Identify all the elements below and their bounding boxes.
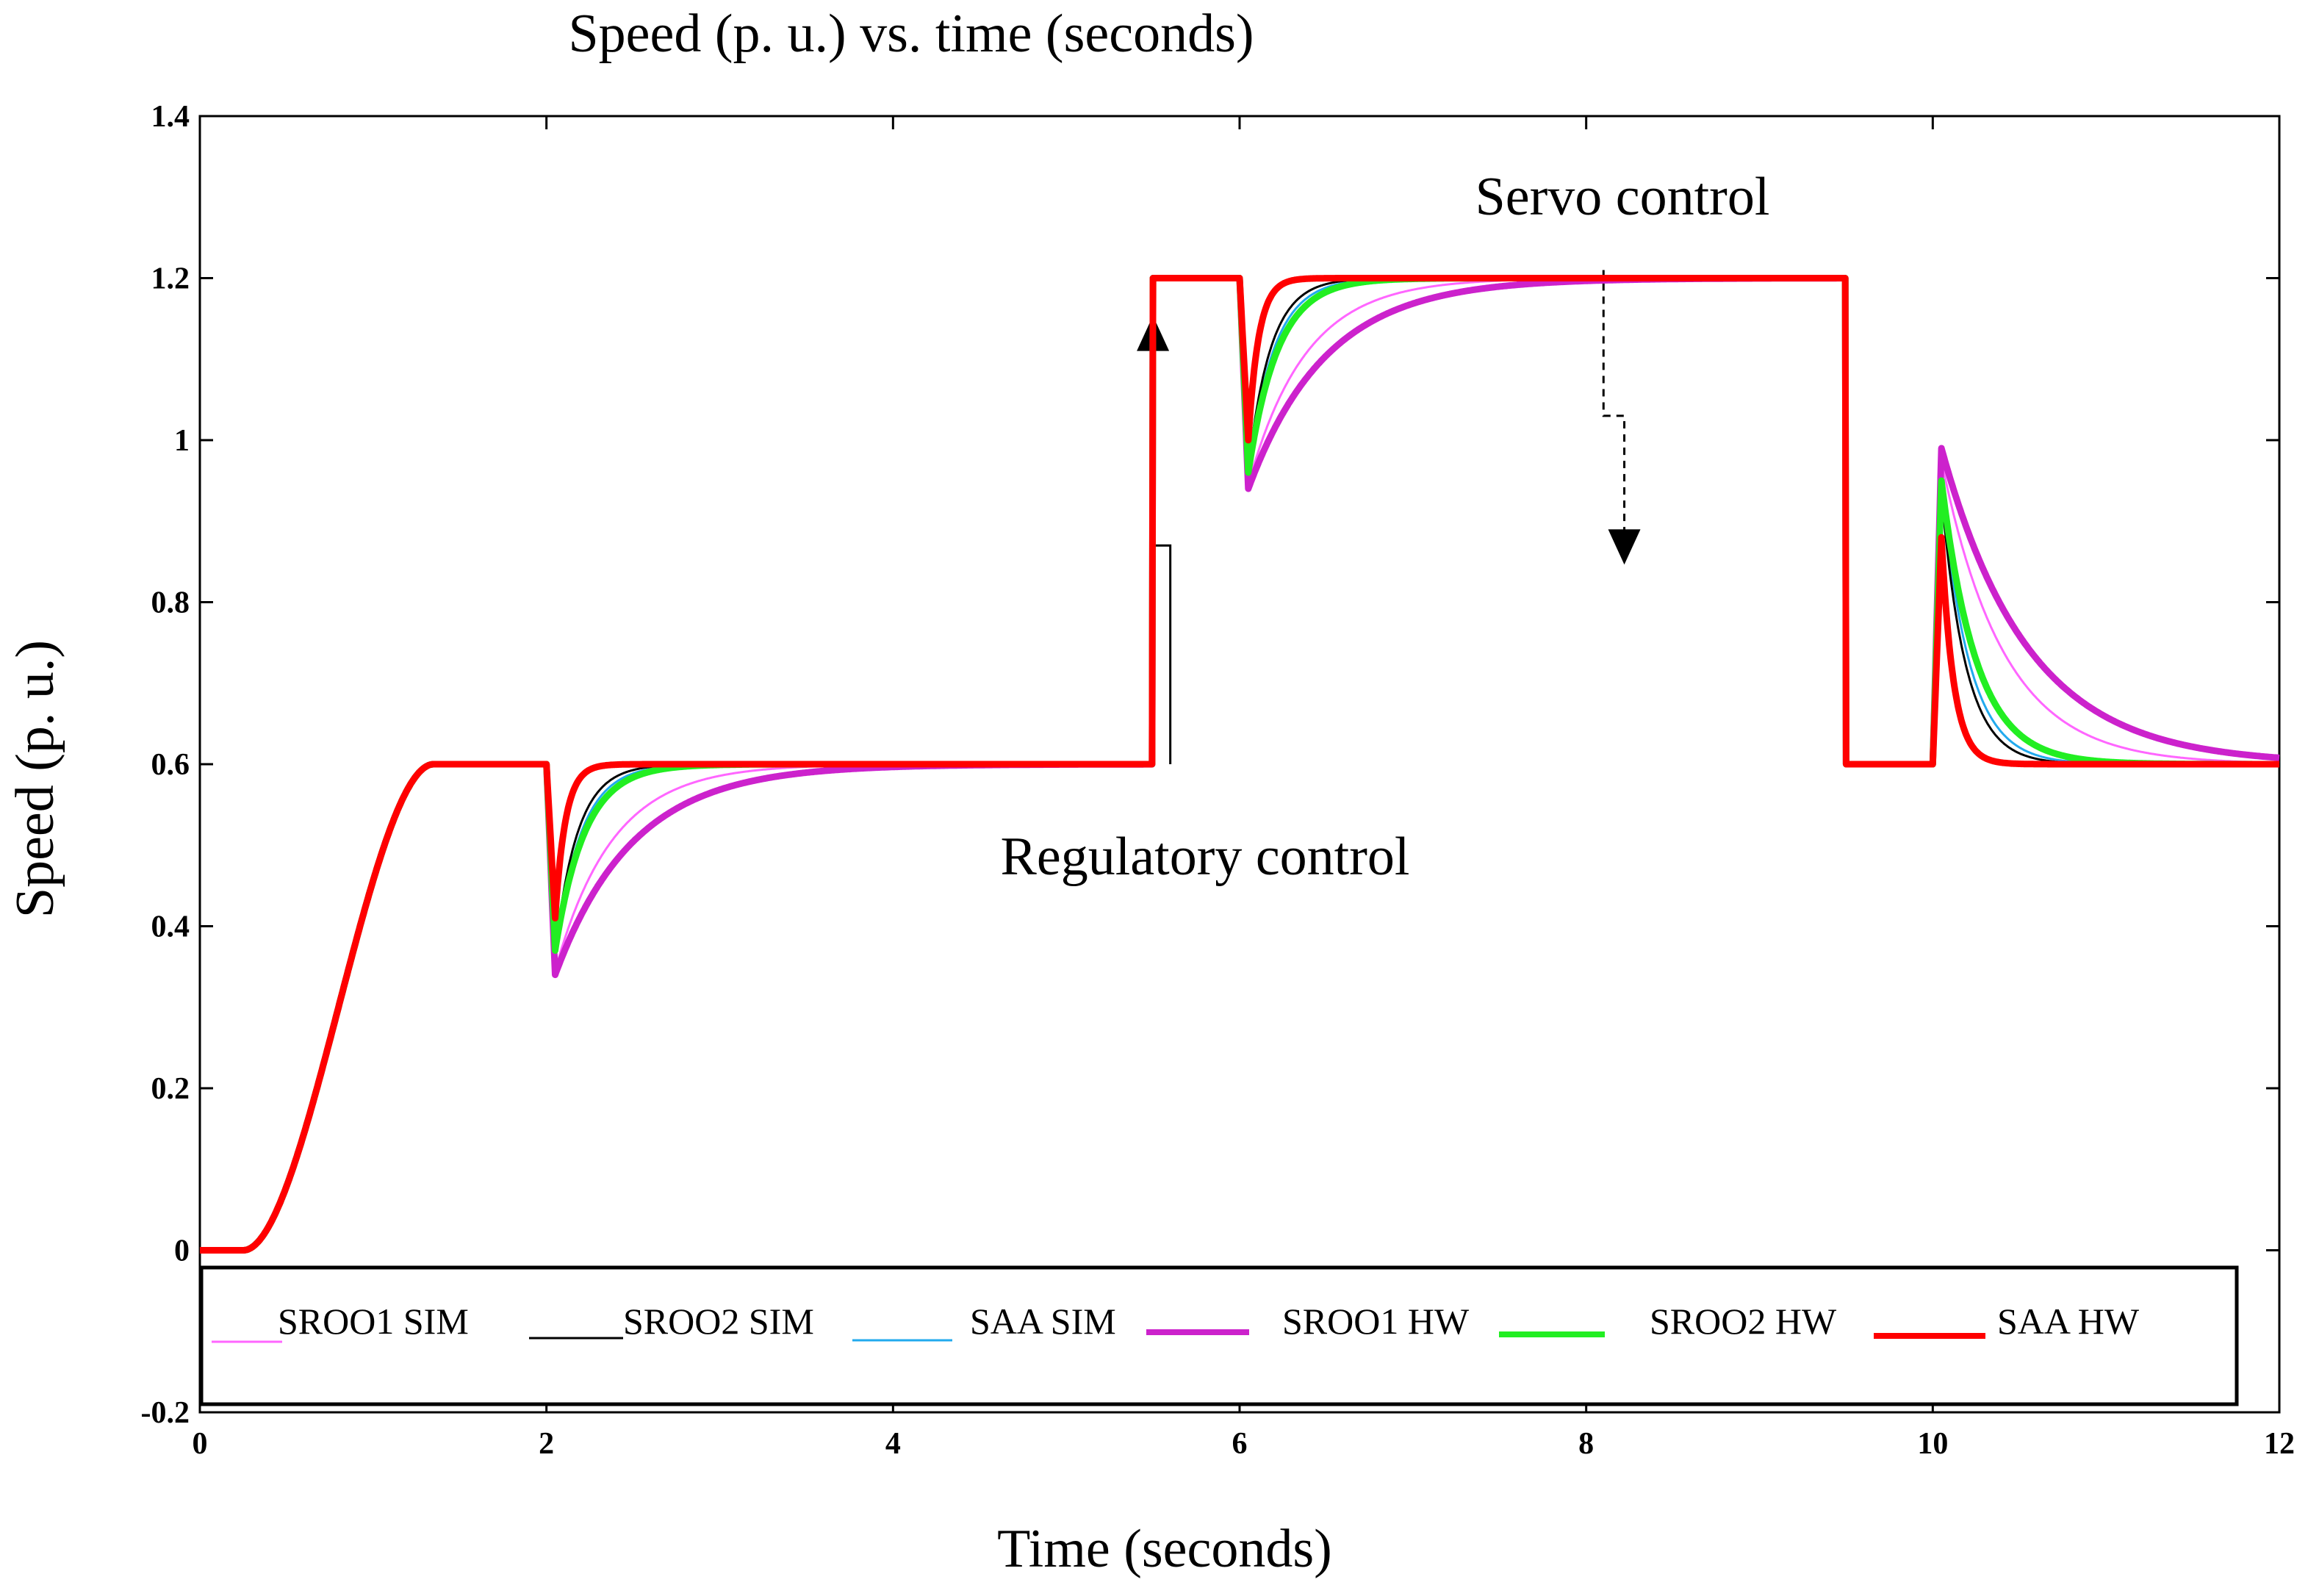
legend-label: SAA SIM <box>970 1301 1116 1342</box>
servo-arrow-head <box>1608 529 1641 565</box>
y-tick-label: -0.2 <box>141 1396 190 1430</box>
legend-label: SAA HW <box>1997 1301 2140 1342</box>
y-tick-label: 0.8 <box>151 586 190 620</box>
x-tick-label: 4 <box>885 1427 901 1461</box>
axis-ticks: 0 2 4 6 8 10 12-0.200.20.40.60.811.21.4 <box>141 100 2296 1461</box>
legend-label: SROO1 HW <box>1282 1301 1470 1342</box>
x-tick-label: 0 <box>193 1427 208 1461</box>
x-tick-label: 12 <box>2264 1427 2295 1461</box>
y-axis-label: Speed (p. u.) <box>5 640 65 918</box>
x-tick-label: 8 <box>1578 1427 1594 1461</box>
y-tick-label: 0.6 <box>151 748 190 782</box>
y-tick-label: 1.2 <box>151 262 190 296</box>
x-axis-label: Time (seconds) <box>997 1519 1332 1579</box>
x-tick-label: 10 <box>1917 1427 1948 1461</box>
x-tick-label: 6 <box>1232 1427 1248 1461</box>
series-layer <box>197 275 2282 1254</box>
chart-title: Speed (p. u.) vs. time (seconds) <box>568 4 1254 64</box>
legend-label: SROO1 SIM <box>278 1301 469 1342</box>
y-tick-label: 0.2 <box>151 1072 190 1106</box>
series-line-saa-hw <box>197 275 2282 1254</box>
legend: SROO1 SIM SROO2 SIM SAA SIM SROO1 HW SROO2 H… <box>199 1265 2239 1406</box>
y-tick-label: 0.4 <box>151 910 190 944</box>
regulatory-control-label: Regulatory control <box>1001 827 1410 887</box>
legend-label: SROO2 SIM <box>623 1301 814 1342</box>
servo-control-label: Servo control <box>1475 167 1770 227</box>
y-tick-label: 0 <box>174 1234 190 1268</box>
servo-arrow-line <box>1602 270 1626 533</box>
y-tick-label: 1.4 <box>151 100 190 134</box>
x-tick-label: 2 <box>539 1427 554 1461</box>
y-tick-label: 1 <box>174 424 190 458</box>
legend-label: SROO2 HW <box>1650 1301 1837 1342</box>
